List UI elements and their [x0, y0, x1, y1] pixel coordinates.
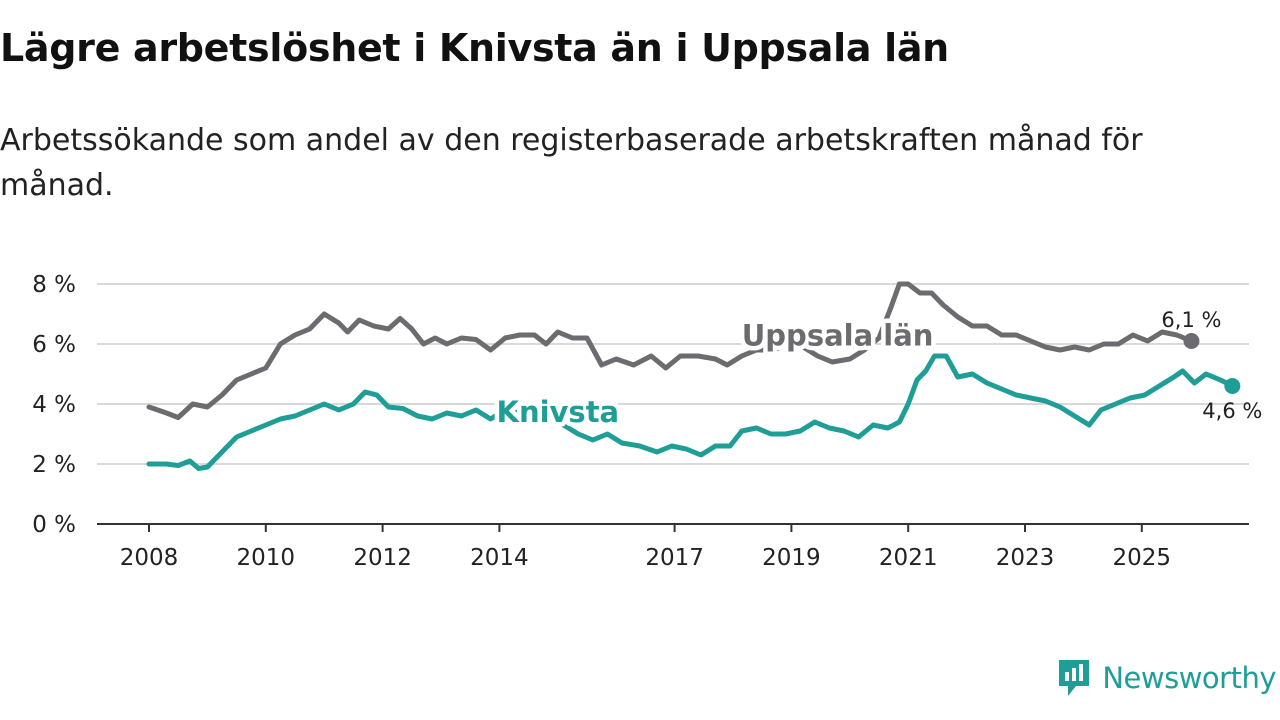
brand-name: Newsworthy: [1102, 661, 1276, 695]
series-end-label: 6,1 %: [1161, 308, 1221, 332]
x-tick-label: 2008: [120, 545, 179, 571]
series-layer: [146, 281, 1241, 471]
x-tick-label: 2012: [353, 545, 412, 571]
brand-logo: Newsworthy: [1056, 658, 1276, 698]
series-line-knivsta: [146, 353, 1235, 471]
x-tick-label: 2010: [237, 545, 296, 571]
series-name-label: Knivsta: [496, 395, 619, 429]
series-end-marker: [1183, 333, 1200, 349]
series-name-label: Uppsala län: [742, 319, 934, 353]
y-tick-label: 4 %: [32, 392, 76, 418]
y-tick-label: 6 %: [32, 332, 76, 358]
newsworthy-logo-icon: [1059, 660, 1090, 696]
y-tick-label: 8 %: [32, 272, 76, 298]
chart-title: Lägre arbetslöshet i Knivsta än i Uppsal…: [0, 26, 949, 70]
x-tick-label: 2023: [996, 545, 1055, 571]
series-end-marker: [1224, 378, 1241, 394]
x-tick-label: 2021: [879, 545, 938, 571]
x-tick-label: 2014: [470, 545, 529, 571]
y-tick-label: 0 %: [32, 512, 76, 538]
y-tick-label: 2 %: [32, 452, 76, 478]
series-name-label-halo: Knivsta: [496, 395, 619, 429]
series-name-label-halo: Uppsala län: [742, 319, 934, 353]
x-tick-label: 2019: [762, 545, 821, 571]
x-tick-label: 2017: [645, 545, 704, 571]
series-end-label: 4,6 %: [1202, 399, 1262, 423]
x-tick-label: 2025: [1113, 545, 1172, 571]
chart-subtitle: Arbetssökande som andel av den registerb…: [0, 123, 1143, 203]
series-line-uppsala-län: [146, 281, 1194, 420]
axis-layer: 0 % 2 % 4 % 6 % 8 % 2008 2010 2012 2014 2017 2019 2…: [32, 272, 1249, 571]
grid-layer: [97, 283, 1249, 465]
